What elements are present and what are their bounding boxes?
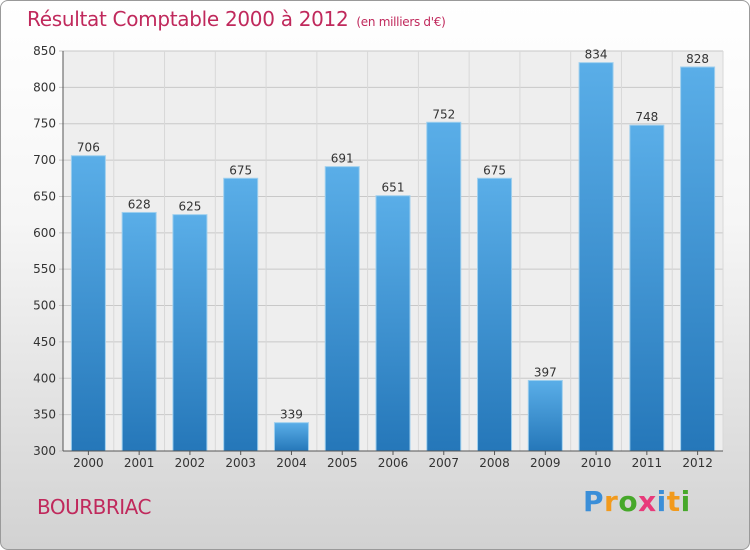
x-tick-label: 2000 [73,456,104,470]
bar-2002 [172,214,208,452]
data-label: 706 [77,141,100,155]
logo-letter: r [604,485,619,518]
proxiti-logo: Proxiti [583,485,691,518]
x-tick-label: 2002 [175,456,206,470]
y-tick-label: 350 [33,408,56,422]
data-labels: 706 628 625 675 339 691 651 752 675 397 834 748 828 [77,48,709,422]
y-tick-label: 850 [33,44,56,58]
bar-2004 [273,422,309,452]
data-label: 691 [331,152,354,166]
data-label: 748 [635,110,658,124]
data-label: 828 [686,52,709,66]
logo-letter: i [680,485,691,518]
x-tick-label: 2008 [479,456,510,470]
commune-name: BOURBRIAC [37,495,151,519]
y-tick-label: 450 [33,335,56,349]
data-label: 339 [280,408,303,422]
logo-letter: i [656,485,667,518]
x-tick-label: 2012 [682,456,713,470]
x-tick-label: 2005 [327,456,358,470]
data-label: 675 [483,163,506,177]
x-tick-label: 2007 [428,456,459,470]
x-tick-label: 2009 [530,456,561,470]
logo-letter: t [666,485,681,518]
bar-2005 [324,166,360,452]
bar-2006 [375,195,411,452]
y-tick-label: 500 [33,299,56,313]
y-tick-label: 650 [33,189,56,203]
y-tick-label: 800 [33,80,56,94]
bar-2012 [680,66,716,452]
y-tick-label: 700 [33,153,56,167]
x-tick-label: 2010 [581,456,612,470]
bar-2008 [477,177,513,452]
logo-letter: x [638,485,657,518]
x-tick-label: 2003 [225,456,256,470]
x-tick-label: 2001 [124,456,155,470]
chart-title: Résultat Comptable 2000 à 2012 (en millie… [27,7,446,31]
y-tick-label: 300 [33,444,56,458]
data-label: 625 [178,200,201,214]
data-label: 752 [432,107,455,121]
title-text: Résultat Comptable 2000 à 2012 [27,7,349,31]
bars [70,62,716,452]
bar-2000 [70,155,106,452]
axes: 300 350 400 450 500 550 600 650 700 750 800 850 2000… [33,44,723,470]
data-label: 834 [585,48,608,62]
logo-letter: P [583,485,605,518]
y-tick-label: 750 [33,117,56,131]
chart-subtitle: (en milliers d'€) [356,15,446,29]
data-label: 651 [382,181,405,195]
bar-2011 [629,124,665,452]
y-tick-label: 400 [33,371,56,385]
y-tick-label: 600 [33,226,56,240]
data-label: 628 [128,197,151,211]
x-tick-label: 2004 [276,456,307,470]
bar-2007 [426,121,462,452]
bar-2009 [527,379,563,452]
bar-2010 [578,62,614,452]
y-tick-label: 550 [33,262,56,276]
data-label: 397 [534,365,557,379]
logo-letter: o [618,485,639,518]
data-label: 675 [229,163,252,177]
x-tick-label: 2006 [378,456,409,470]
x-tick-label: 2011 [632,456,663,470]
bar-2003 [223,177,259,452]
bar-2001 [121,211,157,452]
